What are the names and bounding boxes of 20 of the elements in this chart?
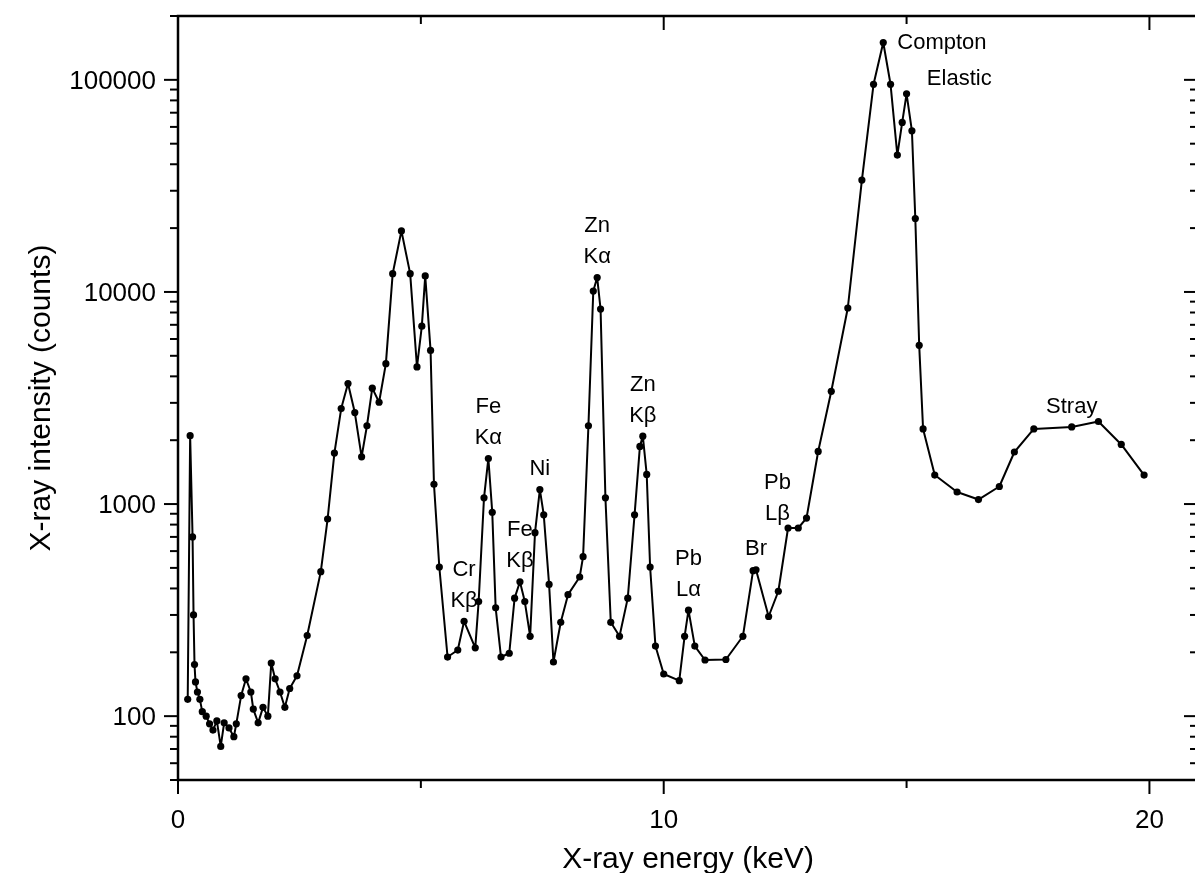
annotation: Cr Kβ <box>450 555 478 612</box>
annotation: Br <box>745 535 767 561</box>
annotation: Zn Kα <box>583 212 612 269</box>
annotation: Compton <box>897 29 987 55</box>
y-axis-title: X-ray intensity (counts) <box>23 244 56 552</box>
y-tick-label: 10000 <box>83 277 156 308</box>
annotation: Pb Lα <box>675 544 702 601</box>
x-tick-label: 10 <box>649 804 679 834</box>
annotation: Stray <box>1046 392 1098 418</box>
annotation: Zn Kβ <box>629 370 657 427</box>
annotation: Pb Lβ <box>764 468 791 525</box>
y-tick-label: 100 <box>112 701 156 732</box>
annotation: Elastic <box>926 65 992 91</box>
annotation: Ni <box>529 455 551 481</box>
y-tick-label: 100000 <box>69 64 156 95</box>
annotation: Fe Kβ <box>506 516 534 573</box>
y-tick-label: 1000 <box>98 489 156 520</box>
x-tick-label: 0 <box>170 804 186 834</box>
annotation: Fe Kα <box>474 393 503 450</box>
x-tick-label: 20 <box>1134 804 1164 834</box>
